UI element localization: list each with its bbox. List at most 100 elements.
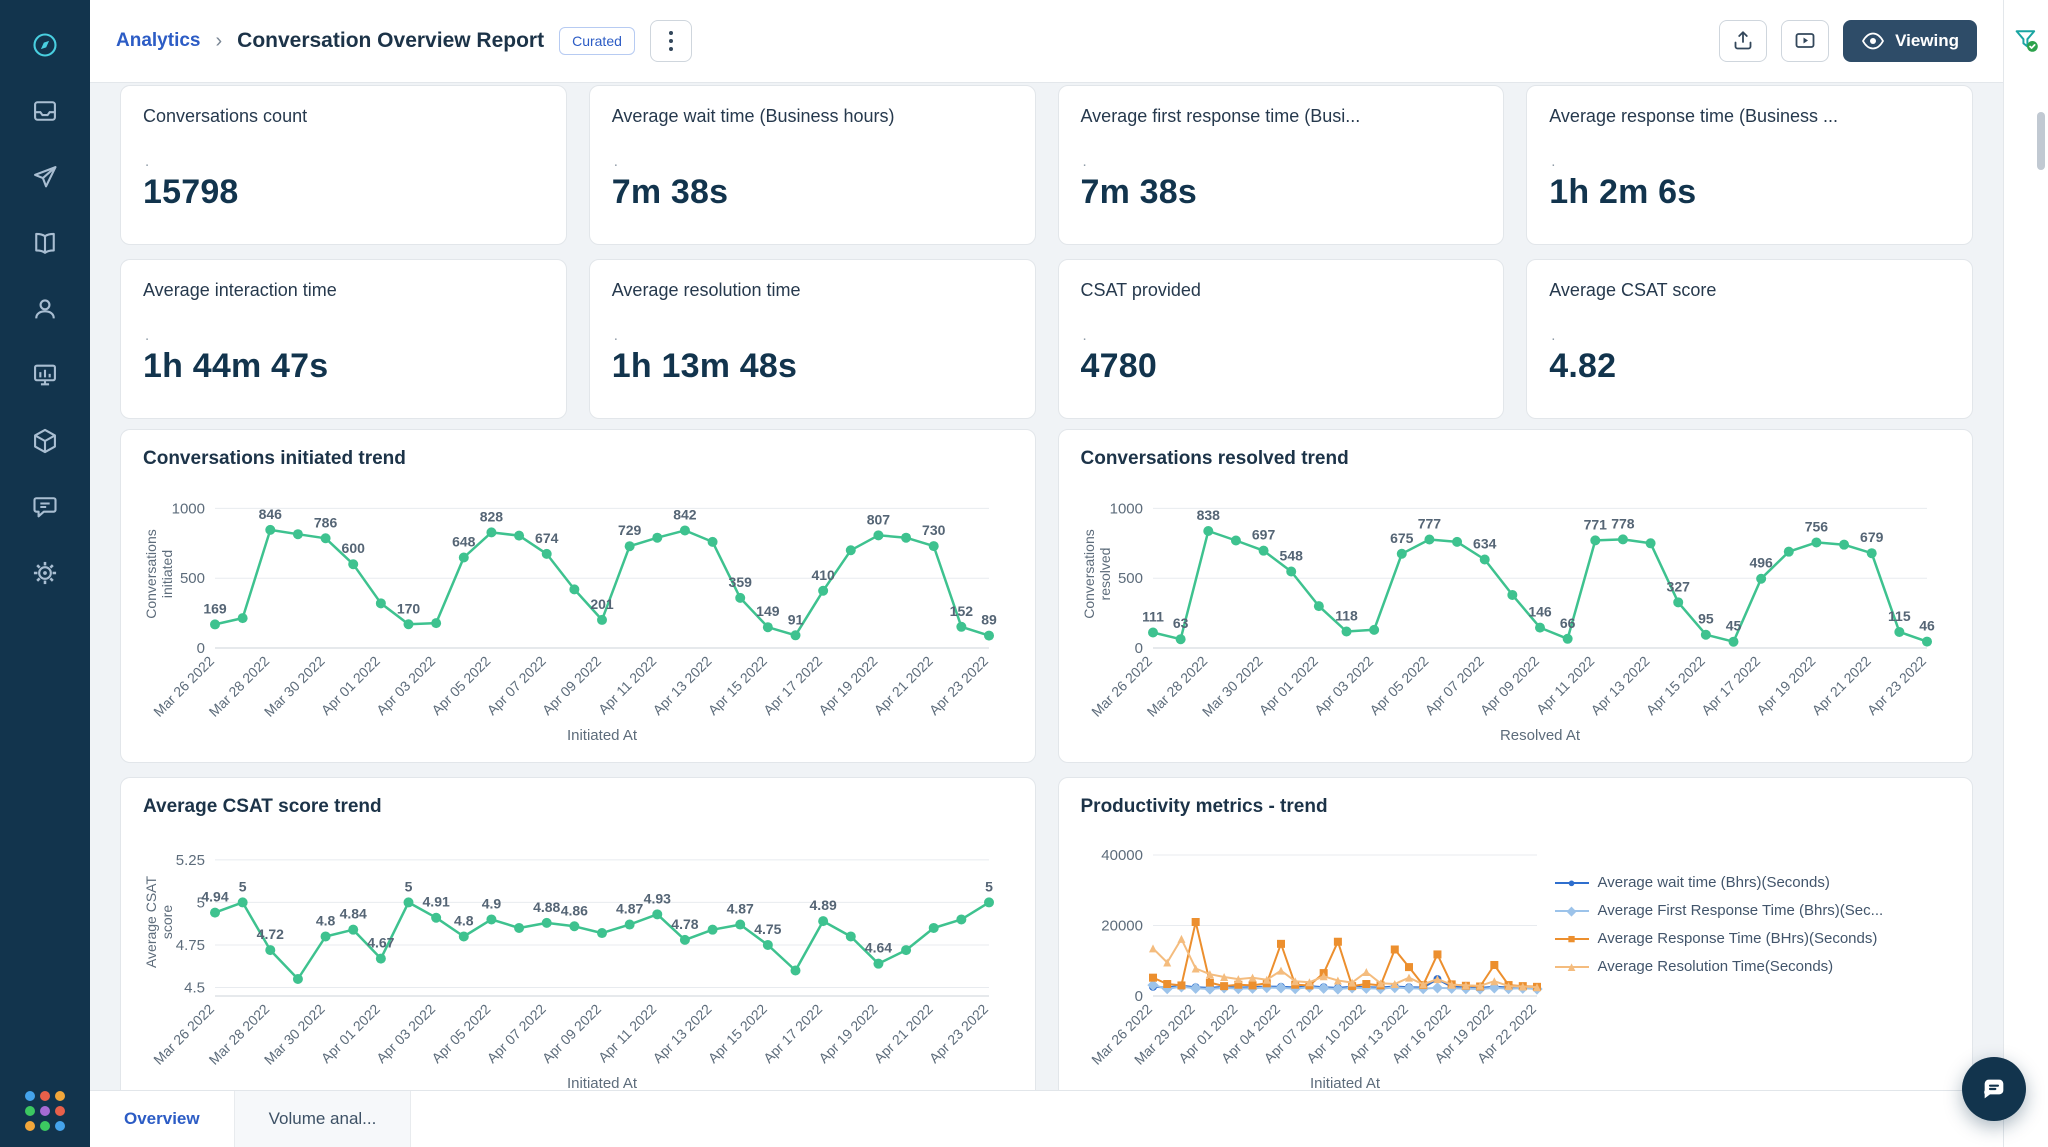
svg-text:Apr 23 2022: Apr 23 2022	[926, 653, 991, 718]
cube-icon[interactable]	[30, 426, 60, 456]
svg-text:4.8: 4.8	[316, 912, 336, 928]
legend-item: ● Average wait time (Bhrs)(Seconds)	[1554, 874, 1951, 891]
svg-text:4.78: 4.78	[671, 916, 698, 932]
breadcrumb-analytics[interactable]: Analytics	[116, 30, 201, 51]
metric-card-avg-first-response: Average first response time (Busi... . 7…	[1057, 85, 1505, 245]
svg-text:20000: 20000	[1101, 918, 1143, 935]
svg-text:40000: 40000	[1101, 847, 1143, 864]
metric-card-conversations-count: Conversations count . 15798	[120, 85, 567, 245]
svg-text:4.91: 4.91	[423, 894, 450, 910]
metric-value: 7m 38s	[1080, 173, 1198, 211]
svg-text:4.84: 4.84	[340, 906, 367, 922]
svg-text:Apr 09 2022: Apr 09 2022	[539, 653, 604, 718]
legend-label: Average wait time (Bhrs)(Seconds)	[1597, 874, 1830, 891]
svg-text:4.86: 4.86	[561, 902, 588, 918]
svg-text:89: 89	[981, 612, 997, 628]
svg-text:95: 95	[1698, 611, 1714, 627]
chart-card-avg-csat-trend: Average CSAT score trend 4.5 4.75 5 5.25 Mar…	[120, 777, 1036, 1090]
svg-text:807: 807	[867, 511, 891, 527]
app-switcher-icon[interactable]	[25, 1091, 65, 1131]
svg-text:4.75: 4.75	[176, 937, 205, 954]
vertical-scrollbar-thumb[interactable]	[2037, 112, 2045, 170]
svg-text:Conversationsresolved: Conversationsresolved	[1081, 529, 1113, 619]
metric-card-avg-resolution: Average resolution time . 1h 13m 48s	[588, 259, 1036, 419]
svg-text:5.25: 5.25	[176, 852, 205, 869]
chart-card-conversations-initiated: Conversations initiated trend 0 500 1000 Ma…	[120, 429, 1036, 763]
chat-bubble-icon	[1984, 1079, 2004, 1099]
contacts-icon[interactable]	[30, 294, 60, 324]
legend-item: ▲ Average Resolution Time(Seconds)	[1554, 958, 1951, 975]
metric-value: 4.82	[1549, 347, 1617, 385]
chat-widget-button[interactable]	[1962, 1057, 2026, 1121]
svg-text:675: 675	[1390, 530, 1414, 546]
metric-legend-dot: .	[145, 327, 150, 344]
chart-title: Conversations initiated trend	[143, 448, 406, 469]
report-tab-bar: Overview Volume anal...	[90, 1090, 2003, 1147]
metric-legend-dot: .	[613, 153, 618, 170]
svg-text:118: 118	[1335, 608, 1358, 624]
metric-title: Average CSAT score	[1549, 280, 1717, 300]
settings-gear-icon[interactable]	[30, 558, 60, 588]
legend-item: ■ Average Response Time (BHrs)(Seconds)	[1554, 930, 1951, 947]
chart-title: Average CSAT score trend	[143, 796, 382, 817]
filter-icon[interactable]	[2012, 26, 2040, 54]
tab-volume-analysis[interactable]: Volume anal...	[234, 1091, 412, 1147]
svg-text:Conversationsinitiated: Conversationsinitiated	[143, 529, 175, 619]
svg-text:Apr 23 2022: Apr 23 2022	[926, 1001, 991, 1066]
metric-card-avg-interaction: Average interaction time . 1h 44m 47s	[120, 259, 567, 419]
svg-text:Initiated At: Initiated At	[567, 727, 638, 744]
legend-marker-icon: ▲	[1554, 960, 1589, 974]
legend-marker-icon: ●	[1554, 876, 1589, 890]
analytics-board-icon[interactable]	[30, 360, 60, 390]
svg-text:496: 496	[1749, 555, 1773, 571]
svg-text:Apr 23 2022: Apr 23 2022	[1863, 653, 1928, 718]
presentation-play-icon	[1795, 33, 1815, 48]
svg-text:778: 778	[1611, 515, 1635, 531]
svg-text:777: 777	[1417, 516, 1441, 532]
metric-title: Average wait time (Business hours)	[611, 106, 895, 126]
metric-legend-dot: .	[1551, 153, 1556, 170]
svg-text:838: 838	[1196, 507, 1220, 523]
inbox-icon[interactable]	[30, 96, 60, 126]
export-button[interactable]	[1719, 20, 1768, 62]
compass-icon[interactable]	[30, 30, 60, 60]
svg-text:756: 756	[1804, 518, 1828, 534]
svg-text:0: 0	[1134, 640, 1142, 657]
svg-text:679: 679	[1860, 529, 1884, 545]
svg-text:4.88: 4.88	[533, 899, 560, 915]
report-header: Analytics › Conversation Overview Report…	[90, 0, 2003, 83]
tab-overview[interactable]: Overview	[90, 1091, 235, 1147]
svg-text:170: 170	[397, 600, 421, 616]
chart-card-productivity-metrics: Productivity metrics - trend 0 20000 40000…	[1057, 777, 1973, 1090]
svg-text:152: 152	[950, 603, 974, 619]
svg-text:0: 0	[197, 640, 205, 657]
metric-legend-dot: .	[1082, 327, 1087, 344]
svg-text:600: 600	[342, 540, 366, 556]
metric-title: Average interaction time	[143, 280, 337, 300]
export-icon	[1734, 31, 1752, 50]
chart-legend: ● Average wait time (Bhrs)(Seconds) ◆ Avera…	[1554, 822, 1951, 975]
svg-text:146: 146	[1528, 604, 1552, 620]
viewing-button[interactable]: Viewing	[1843, 20, 1977, 62]
metric-value: 1h 44m 47s	[143, 347, 329, 385]
svg-text:1000: 1000	[1109, 500, 1142, 517]
sidebar	[0, 0, 90, 1147]
svg-text:4.8: 4.8	[454, 912, 474, 928]
svg-text:327: 327	[1666, 578, 1690, 594]
more-options-button[interactable]	[649, 20, 692, 62]
announcement-icon[interactable]	[30, 492, 60, 522]
book-icon[interactable]	[30, 228, 60, 258]
metric-legend-dot: .	[613, 327, 618, 344]
metrics-grid: Conversations count . 15798 Average wait…	[120, 85, 1973, 419]
present-button[interactable]	[1781, 20, 1830, 62]
viewing-label: Viewing	[1895, 31, 1959, 50]
chart-card-conversations-resolved: Conversations resolved trend 0 500 1000 Mar…	[1057, 429, 1973, 763]
svg-text:46: 46	[1919, 618, 1935, 634]
metric-title: Average response time (Business ...	[1549, 106, 1839, 126]
metric-card-avg-csat-score: Average CSAT score . 4.82	[1526, 259, 1973, 419]
metric-title: CSAT provided	[1080, 280, 1201, 300]
paper-plane-icon[interactable]	[30, 162, 60, 192]
svg-text:634: 634	[1473, 535, 1497, 551]
